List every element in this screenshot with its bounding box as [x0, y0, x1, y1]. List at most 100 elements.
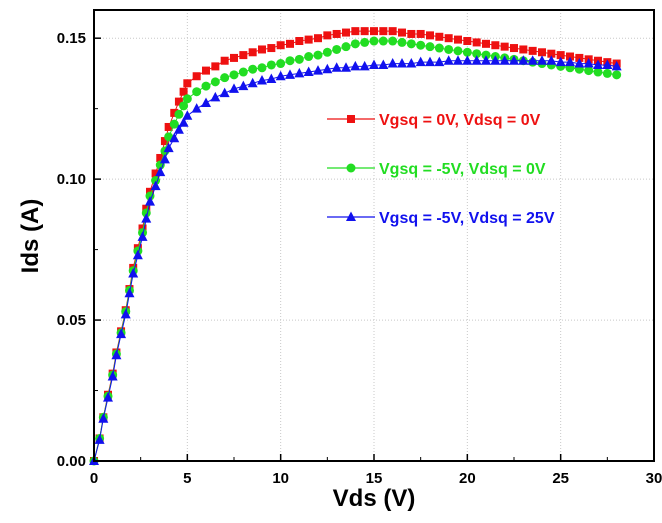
- data-point: [322, 47, 332, 57]
- data-point: [575, 53, 584, 62]
- data-point: [116, 328, 127, 339]
- data-point: [342, 28, 350, 37]
- data-point: [378, 59, 389, 69]
- data-point: [462, 47, 472, 57]
- legend-marker: [346, 211, 356, 221]
- data-point: [164, 132, 174, 142]
- data-point: [397, 58, 407, 68]
- legend-marker: [347, 115, 355, 123]
- data-point: [426, 31, 434, 40]
- data-point: [150, 180, 161, 191]
- data-point: [434, 43, 444, 53]
- data-point: [276, 59, 286, 69]
- data-point: [211, 62, 220, 71]
- data-point: [257, 74, 267, 85]
- data-point: [454, 35, 462, 44]
- data-point: [341, 62, 351, 72]
- ticks: 0 5 10 15 20 25 30 0.00 0.05 0.10 0.15: [57, 30, 662, 487]
- data-point: [359, 60, 370, 71]
- data-point: [331, 62, 342, 72]
- data-point: [397, 37, 407, 47]
- data-point: [379, 27, 388, 36]
- data-point: [593, 59, 603, 69]
- legend-marker: [346, 163, 356, 173]
- legend-label: Vgsq = -5V, Vdsq = 0V: [379, 161, 546, 178]
- data-point: [313, 65, 323, 75]
- data-point: [304, 52, 314, 62]
- data-point: [266, 60, 276, 70]
- data-point: [378, 36, 388, 46]
- data-point: [611, 60, 622, 71]
- data-point: [107, 370, 118, 381]
- y-tick-label: 0.15: [57, 30, 86, 47]
- data-point: [247, 77, 258, 88]
- data-point: [341, 42, 351, 52]
- data-point: [406, 58, 417, 68]
- data-point: [169, 132, 180, 143]
- x-tick-label: 10: [272, 470, 289, 487]
- data-point: [303, 66, 314, 77]
- data-point: [173, 124, 184, 134]
- data-point: [370, 27, 378, 36]
- data-point: [388, 27, 397, 36]
- data-point: [528, 46, 537, 55]
- data-point: [472, 38, 481, 47]
- data-point: [238, 67, 248, 77]
- data-point: [137, 231, 148, 241]
- data-point: [179, 87, 188, 96]
- data-point: [547, 49, 556, 58]
- data-point: [285, 56, 295, 66]
- data-point: [220, 56, 229, 65]
- data-point: [332, 44, 342, 54]
- x-tick-label: 0: [90, 470, 98, 487]
- data-point: [94, 434, 105, 444]
- data-point: [266, 73, 277, 84]
- data-point: [179, 101, 189, 111]
- data-point: [98, 413, 109, 423]
- data-point: [612, 70, 622, 80]
- data-point: [323, 31, 332, 40]
- data-point: [124, 287, 135, 298]
- data-point: [360, 37, 370, 47]
- legend-label: Vgsq = -5V, Vdsq = 25V: [379, 210, 555, 227]
- data-point: [182, 110, 193, 120]
- data-point: [565, 56, 575, 67]
- data-point: [360, 27, 369, 36]
- data-point: [481, 50, 491, 60]
- data-point: [351, 27, 360, 36]
- data-point: [248, 48, 257, 57]
- data-point: [238, 80, 249, 91]
- data-point: [201, 81, 211, 91]
- data-point: [170, 108, 179, 117]
- data-point: [111, 349, 122, 360]
- data-point: [416, 29, 425, 38]
- data-point: [482, 39, 490, 48]
- data-point: [182, 94, 192, 104]
- data-point: [132, 249, 143, 260]
- data-point: [369, 59, 379, 69]
- data-point: [518, 55, 529, 65]
- data-point: [593, 67, 603, 77]
- data-point: [407, 29, 416, 38]
- data-point: [510, 44, 518, 53]
- data-point: [191, 103, 202, 113]
- y-tick-label: 0.00: [57, 453, 86, 470]
- data-point: [463, 37, 472, 46]
- data-point: [546, 55, 557, 65]
- data-point: [151, 169, 160, 178]
- data-point: [229, 83, 239, 93]
- data-point: [434, 56, 445, 67]
- x-tick-label: 20: [459, 470, 476, 487]
- legend-item: Vgsq = -5V, Vdsq = 25V: [327, 210, 555, 227]
- data-point: [471, 55, 482, 65]
- data-point: [314, 34, 322, 43]
- data-point: [145, 196, 155, 206]
- data-point: [453, 46, 463, 56]
- data-point: [387, 58, 398, 68]
- x-tick-label: 30: [646, 470, 662, 487]
- data-point: [538, 48, 546, 57]
- data-point: [425, 56, 435, 67]
- data-point: [294, 54, 304, 64]
- data-point: [285, 69, 295, 79]
- data-point: [276, 41, 285, 50]
